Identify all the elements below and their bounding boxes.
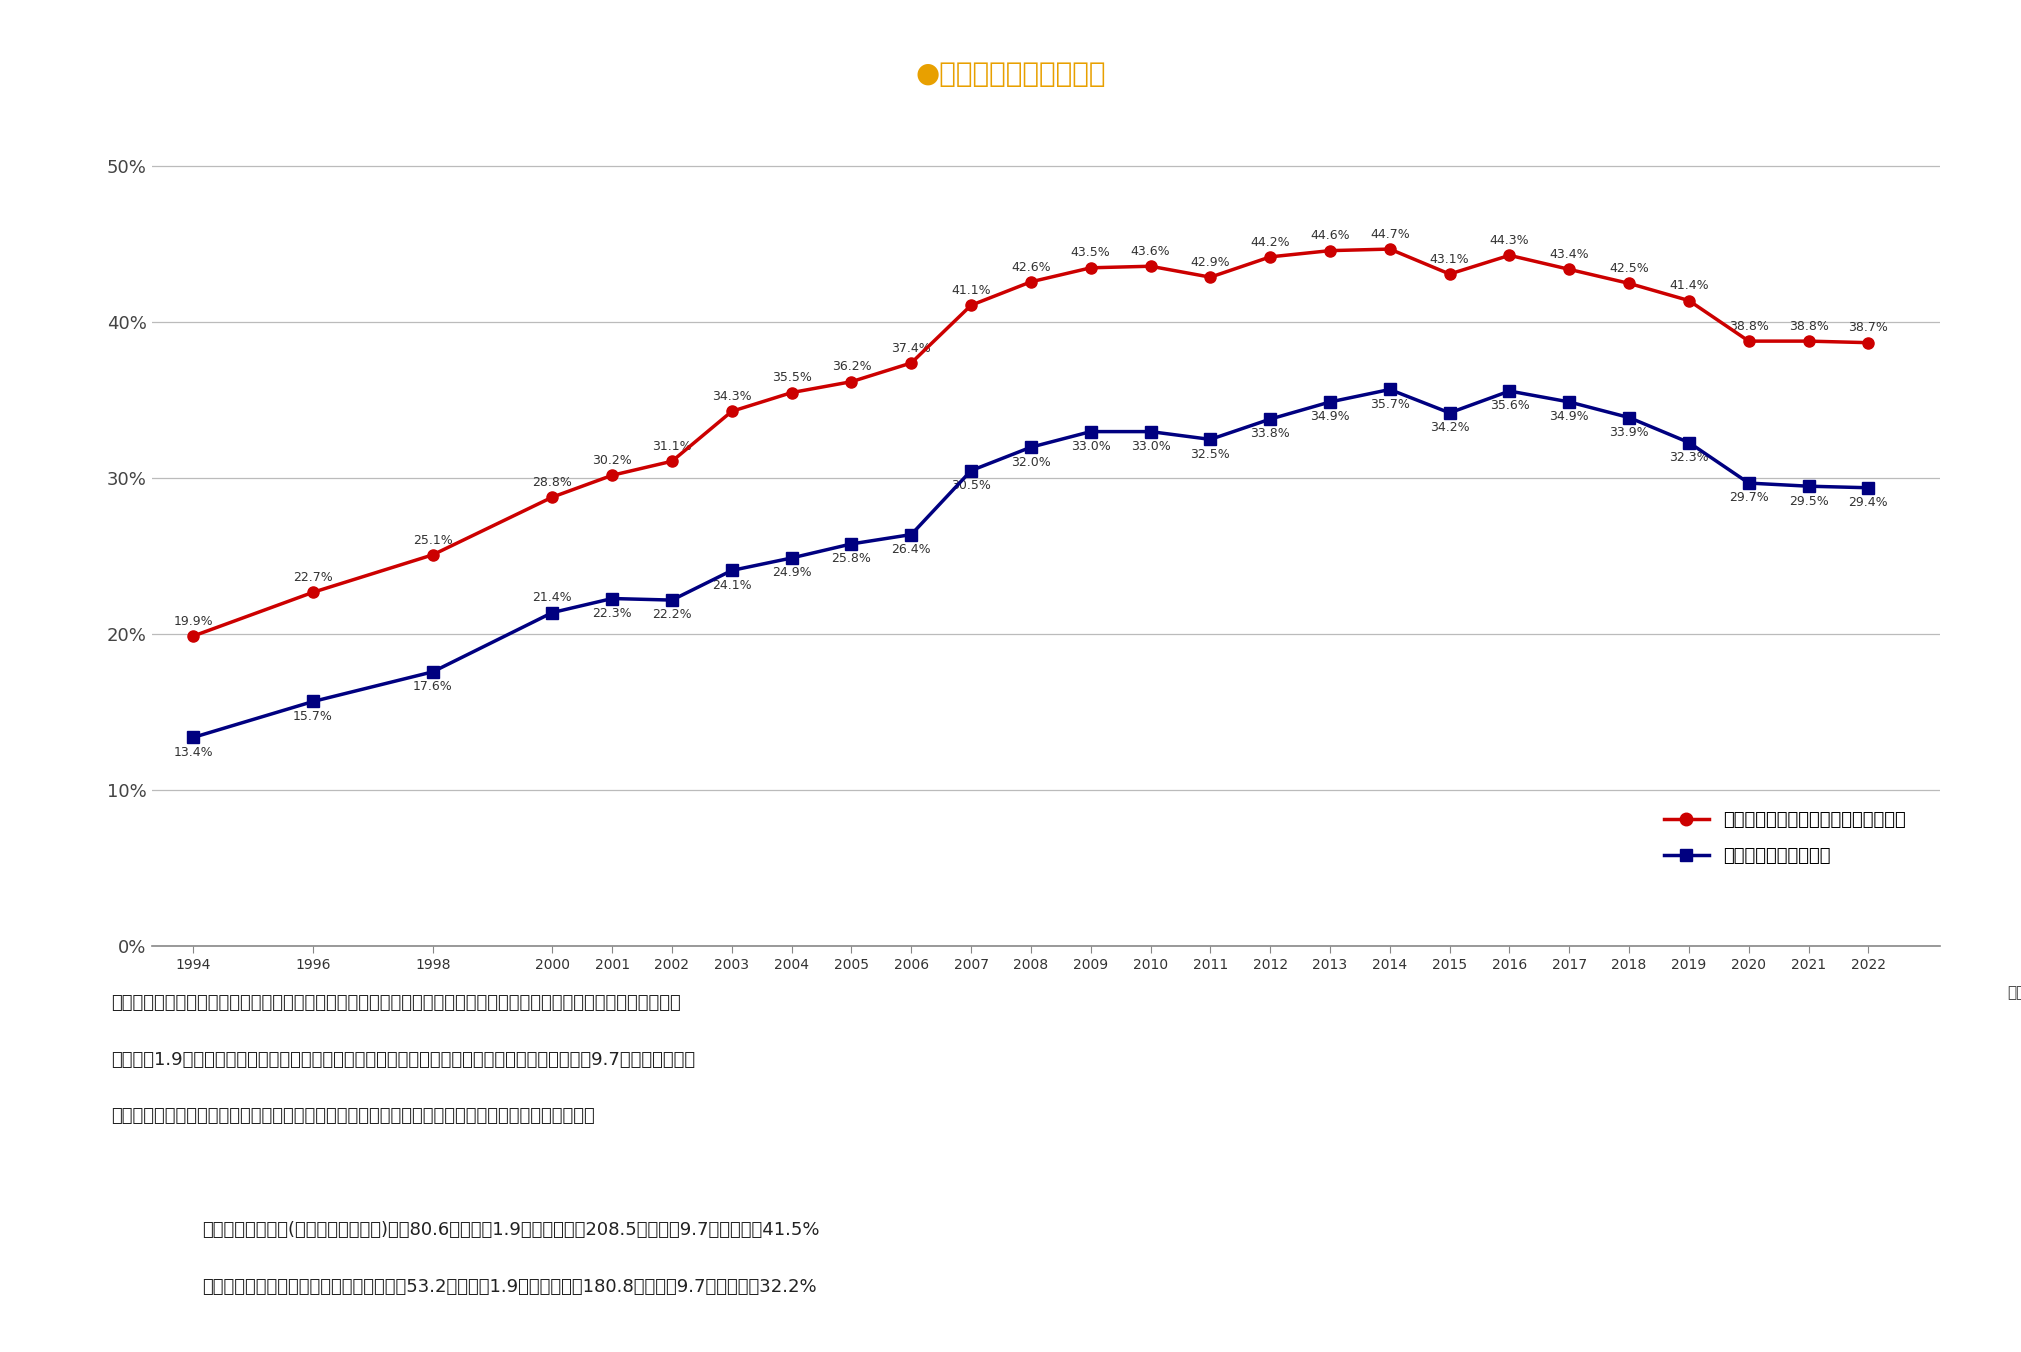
Text: 24.1%: 24.1% xyxy=(711,579,752,592)
Text: 32.0%: 32.0% xyxy=(1010,456,1051,469)
Text: 44.2%: 44.2% xyxy=(1251,235,1289,249)
Text: 42.5%: 42.5% xyxy=(1609,262,1649,274)
Text: 38.7%: 38.7% xyxy=(1849,322,1888,334)
Text: 17.6%: 17.6% xyxy=(412,680,453,694)
Text: ものが約1.9千トン、使用済紙パックのうち、まな板などに再活用された後に廃棄されるものが約9.7千トンあると推: ものが約1.9千トン、使用済紙パックのうち、まな板などに再活用された後に廃棄され… xyxy=(111,1051,695,1068)
Text: 25.8%: 25.8% xyxy=(831,552,871,565)
Text: 21.4%: 21.4% xyxy=(534,591,572,604)
Text: 44.3%: 44.3% xyxy=(1489,234,1530,247)
Text: 43.1%: 43.1% xyxy=(1429,253,1469,266)
Legend: 紙パック回収率（損紙・古紙を含む）, 使用済紙パック回収率: 紙パック回収率（損紙・古紙を含む）, 使用済紙パック回収率 xyxy=(1657,804,1914,872)
Text: 33.0%: 33.0% xyxy=(1130,439,1170,453)
Text: 25.1%: 25.1% xyxy=(412,534,453,546)
Text: 38.8%: 38.8% xyxy=(1789,320,1829,333)
Text: 37.4%: 37.4% xyxy=(891,342,932,354)
Text: 紙パック回収率(損紙・古紙を含む)：（80.6千トン＋1.9千トン）／（208.5千トン－9.7千トン）＝41.5%: 紙パック回収率(損紙・古紙を含む)：（80.6千トン＋1.9千トン）／（208.… xyxy=(202,1221,821,1238)
Text: 使用済紙パック回収率　　　　　　：（53.2千トン＋1.9千トン）／（180.8千トン－9.7千トン）＝32.2%: 使用済紙パック回収率 ：（53.2千トン＋1.9千トン）／（180.8千トン－9… xyxy=(202,1278,816,1295)
Text: 22.2%: 22.2% xyxy=(653,608,691,622)
Text: 36.2%: 36.2% xyxy=(833,361,871,373)
Text: 28.8%: 28.8% xyxy=(532,476,572,489)
Text: 41.4%: 41.4% xyxy=(1669,280,1708,292)
Text: 29.7%: 29.7% xyxy=(1728,491,1768,504)
Text: 22.3%: 22.3% xyxy=(592,607,633,619)
Text: 33.8%: 33.8% xyxy=(1251,427,1289,441)
Text: 42.9%: 42.9% xyxy=(1190,256,1231,269)
Text: 32.5%: 32.5% xyxy=(1190,448,1231,461)
Text: 43.5%: 43.5% xyxy=(1071,246,1112,260)
Text: 29.4%: 29.4% xyxy=(1849,496,1888,510)
Text: 38.8%: 38.8% xyxy=(1728,320,1768,333)
Text: 30.5%: 30.5% xyxy=(952,479,990,492)
Text: 33.9%: 33.9% xyxy=(1609,426,1649,439)
Text: 29.5%: 29.5% xyxy=(1789,495,1829,507)
Text: 44.7%: 44.7% xyxy=(1370,227,1411,241)
Text: 計されています。前者を分子に加え、後者を分母から控除したときの回収率は次のようになります。: 計されています。前者を分子に加え、後者を分母から控除したときの回収率は次のように… xyxy=(111,1107,594,1125)
Text: 31.1%: 31.1% xyxy=(653,439,691,453)
Text: 34.3%: 34.3% xyxy=(711,389,752,403)
Text: 24.9%: 24.9% xyxy=(772,566,812,579)
Text: 34.9%: 34.9% xyxy=(1550,410,1589,423)
Text: 32.3%: 32.3% xyxy=(1669,450,1708,464)
Text: 34.2%: 34.2% xyxy=(1429,422,1469,434)
Text: 33.0%: 33.0% xyxy=(1071,439,1112,453)
Text: 19.9%: 19.9% xyxy=(174,615,214,627)
Text: 42.6%: 42.6% xyxy=(1010,261,1051,273)
Text: 35.7%: 35.7% xyxy=(1370,397,1411,411)
Text: 43.6%: 43.6% xyxy=(1130,245,1170,258)
Text: 34.9%: 34.9% xyxy=(1310,410,1350,423)
Text: 35.5%: 35.5% xyxy=(772,372,812,384)
Text: （参考）上記のように他の古紙として回収され、紙パックとして選別・資源化されながらも回収量に計上されていない: （参考）上記のように他の古紙として回収され、紙パックとして選別・資源化されながら… xyxy=(111,994,681,1011)
Text: 30.2%: 30.2% xyxy=(592,454,633,466)
Text: 26.4%: 26.4% xyxy=(891,544,932,556)
Text: 13.4%: 13.4% xyxy=(174,746,214,758)
Text: 35.6%: 35.6% xyxy=(1489,399,1530,412)
Text: 44.6%: 44.6% xyxy=(1310,230,1350,242)
Text: （年度）: （年度） xyxy=(2007,986,2021,1000)
Text: 22.7%: 22.7% xyxy=(293,571,333,584)
Text: 15.7%: 15.7% xyxy=(293,710,333,723)
Text: 41.1%: 41.1% xyxy=(952,284,990,297)
Text: 43.4%: 43.4% xyxy=(1550,247,1589,261)
Text: ●紙パック回収率の推移: ●紙パック回収率の推移 xyxy=(916,59,1105,88)
